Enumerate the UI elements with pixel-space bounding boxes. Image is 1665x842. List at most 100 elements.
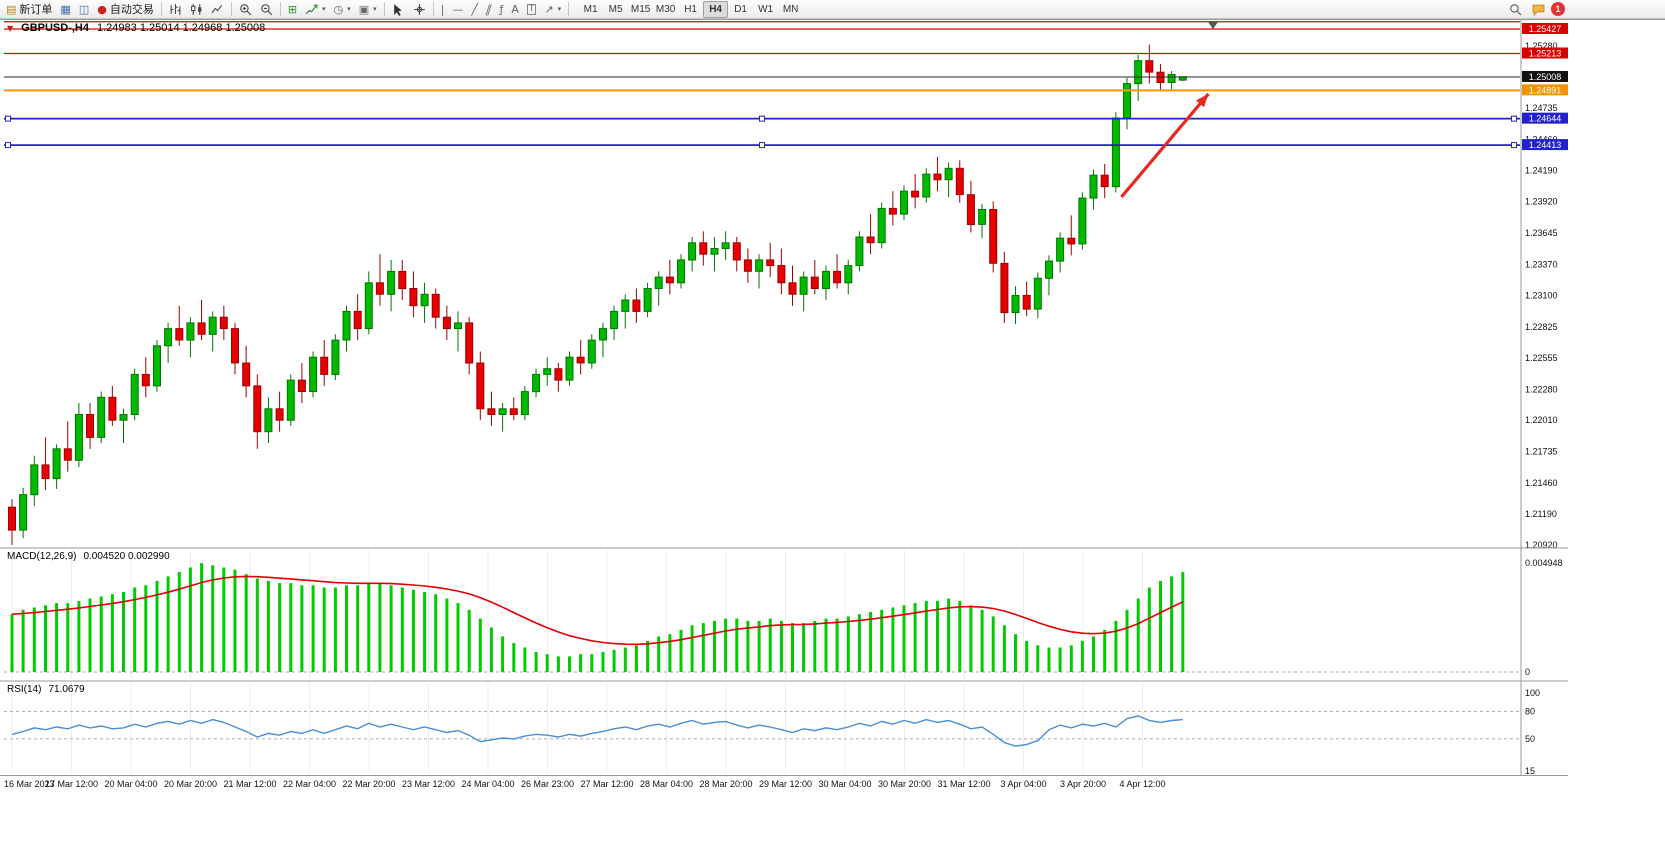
timeframe-m30[interactable]: M30 <box>655 3 676 15</box>
notification-badge[interactable]: 1 <box>1551 2 1565 16</box>
vertical-line-button[interactable]: | <box>437 1 449 18</box>
macd-histogram-bar <box>1069 645 1073 672</box>
fibonacci-button[interactable]: ƒ <box>495 1 507 18</box>
arrows-button[interactable]: ↗ ▾ <box>540 1 565 18</box>
candle-body <box>721 242 730 250</box>
candle-body <box>944 167 953 181</box>
macd-histogram-bar <box>791 623 794 672</box>
line-handle[interactable] <box>759 142 765 149</box>
timeframe-m15[interactable]: M15 <box>630 3 651 15</box>
candle-body <box>621 299 630 312</box>
macd-histogram-bar <box>255 578 259 672</box>
time-axis-label: 22 Mar 20:00 <box>342 779 395 789</box>
tile-windows-button[interactable]: ⊞ <box>284 1 301 18</box>
label-button[interactable]: T <box>523 1 541 18</box>
macd-histogram-bar <box>244 574 248 672</box>
price-axis-label: 1.21735 <box>1525 447 1558 457</box>
macd-histogram-bar <box>1058 647 1062 672</box>
cursor-button[interactable] <box>388 1 409 18</box>
macd-histogram-bar <box>489 627 493 672</box>
rsi-axis-label: 15 <box>1525 766 1535 776</box>
one-click-trading-toggle[interactable]: ▼ <box>7 23 14 33</box>
candle-body <box>498 408 507 415</box>
price-axis-label: 1.21190 <box>1525 509 1557 519</box>
timeframe-h1[interactable]: H1 <box>684 3 697 15</box>
candle-body <box>989 209 998 264</box>
templates-button[interactable]: ▣ ▾ <box>355 1 381 18</box>
timeframe-h4[interactable]: H4 <box>703 0 729 18</box>
candle-body <box>398 270 407 290</box>
indicators-button[interactable]: ▾ <box>301 1 330 18</box>
timeframe-m5[interactable]: M5 <box>608 3 623 15</box>
new-order-button[interactable]: ▤ 新订单 <box>2 1 56 18</box>
zoom-in-button[interactable] <box>235 1 256 18</box>
timeframe-w1[interactable]: W1 <box>758 3 774 15</box>
price-axis-label: 1.22825 <box>1525 322 1558 332</box>
horizontal-line-button[interactable]: — <box>448 1 467 18</box>
candle-body <box>420 293 429 307</box>
candle-body <box>755 259 764 272</box>
macd-histogram-bar <box>222 567 226 672</box>
timeframe-d1[interactable]: D1 <box>734 3 747 15</box>
candle-body <box>1145 60 1154 73</box>
time-axis-label: 31 Mar 12:00 <box>937 779 990 789</box>
macd-histogram-bar <box>133 587 137 672</box>
timeframe-mn[interactable]: MN <box>782 3 799 15</box>
candle-body <box>364 282 373 330</box>
charts-button[interactable]: ▦ <box>56 1 74 18</box>
search-button[interactable] <box>1505 1 1526 18</box>
chat-button[interactable] <box>1528 1 1549 18</box>
chart-shift-marker[interactable] <box>1208 22 1218 29</box>
trendline-button[interactable]: ╱ <box>467 1 482 18</box>
price-badge <box>1522 23 1568 34</box>
channel-icon: ∥ <box>483 2 494 16</box>
bar-chart-button[interactable] <box>165 1 186 18</box>
candle-body <box>141 373 150 387</box>
candle-body <box>387 270 396 295</box>
macd-axis-zero: 0 <box>1525 667 1530 677</box>
line-handle[interactable] <box>5 142 11 149</box>
macd-histogram-bar <box>556 656 560 672</box>
line-handle[interactable] <box>759 115 765 122</box>
candle-body <box>632 299 641 312</box>
price-axis-label: 1.21460 <box>1525 478 1558 488</box>
line-handle[interactable] <box>5 115 11 122</box>
candle-body <box>509 408 518 415</box>
macd-histogram-bar <box>612 649 616 672</box>
dropdown-caret: ▾ <box>373 5 377 13</box>
trend-arrow-head[interactable] <box>1196 93 1209 108</box>
macd-histogram-bar <box>1181 572 1185 672</box>
line-handle[interactable] <box>1511 115 1517 122</box>
macd-histogram-bar <box>1036 645 1040 672</box>
text-button[interactable]: A <box>507 1 523 18</box>
crosshair-button[interactable] <box>409 1 430 18</box>
candle-body <box>487 408 496 415</box>
macd-label-row: MACD(12,26,9) 0.004520 0.002990 <box>7 551 170 562</box>
autotrade-button[interactable]: ● 自动交易 <box>93 1 158 18</box>
candle-body <box>978 209 987 225</box>
toolbar-right: 1 <box>1505 1 1565 18</box>
trend-arrow[interactable] <box>1120 92 1210 198</box>
price-axis-label: 1.22280 <box>1525 384 1558 394</box>
candlestick-button[interactable] <box>186 1 207 18</box>
time-axis-label: 27 Mar 12:00 <box>580 779 633 789</box>
price-badge <box>1522 84 1568 96</box>
line-handle[interactable] <box>1511 142 1517 149</box>
timeframe-m1[interactable]: M1 <box>583 3 598 15</box>
candle-body <box>1134 60 1143 85</box>
periods-button[interactable]: ◷ ▾ <box>330 1 355 18</box>
time-axis-label: 26 Mar 23:00 <box>521 779 574 789</box>
price-badge <box>1522 139 1568 151</box>
macd-histogram-bar <box>835 618 839 672</box>
time-axis-label: 21 Mar 12:00 <box>223 779 276 789</box>
macd-histogram-bar <box>746 620 750 672</box>
channel-button[interactable]: ∥ <box>482 1 496 18</box>
line-chart-button[interactable] <box>207 1 228 18</box>
candle-body <box>610 310 619 330</box>
macd-histogram-bar <box>333 587 337 672</box>
macd-histogram-bar <box>211 565 215 672</box>
candle-body <box>175 328 184 341</box>
zoom-out-button[interactable] <box>256 1 277 18</box>
profiles-button[interactable]: ◫ <box>75 1 93 18</box>
